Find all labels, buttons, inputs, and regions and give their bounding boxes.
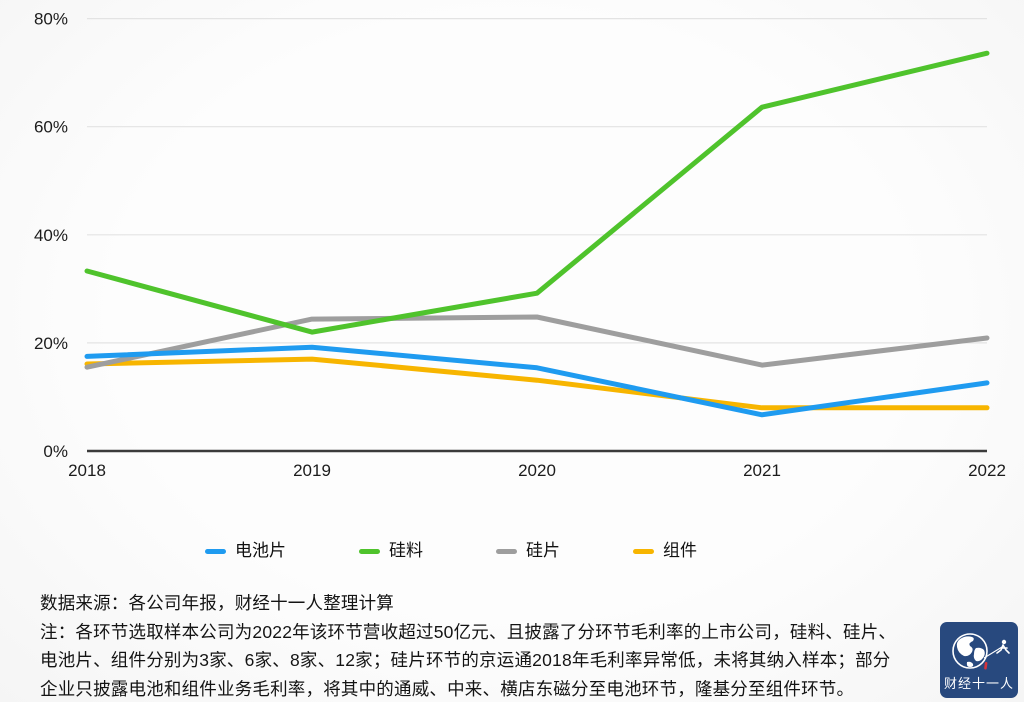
legend-label: 硅片 [526, 542, 560, 561]
legend-swatch-green [359, 549, 380, 554]
y-tick-label: 40% [34, 226, 68, 245]
legend-label: 电池片 [235, 542, 286, 561]
x-tick-label: 2021 [743, 461, 781, 480]
caijing-eleven-logo: 财经十一人 [940, 622, 1018, 698]
x-tick-label: 2022 [968, 461, 1006, 480]
series-line-silicon-material [87, 53, 987, 332]
legend-swatch-yellow [633, 549, 654, 554]
note-line-3: 企业只披露电池和组件业务毛利率，将其中的通威、中来、横店东磁分至电池环节，隆基分… [40, 675, 930, 703]
legend-item-silicon-material: 硅料 [359, 542, 423, 561]
y-tick-label: 80% [34, 10, 68, 29]
y-tick-label: 60% [34, 118, 68, 137]
note-line-1: 注：各环节选取样本公司为2022年该环节营收超过50亿元、且披露了分环节毛利率的… [40, 618, 930, 647]
note-line-2: 电池片、组件分别为3家、6家、8家、12家；硅片环节的京运通2018年毛利率异常… [40, 646, 930, 675]
x-tick-label: 2018 [68, 461, 106, 480]
legend-swatch-blue [205, 549, 226, 554]
footer-notes: 数据来源：各公司年报，财经十一人整理计算 注：各环节选取样本公司为2022年该环… [40, 589, 930, 703]
logo-wordmark: 财经十一人 [944, 676, 1014, 691]
logo-graphic: 财经十一人 [940, 622, 1018, 698]
y-tick-label: 0% [43, 442, 68, 461]
legend-item-silicon-wafer: 硅片 [496, 542, 560, 561]
chart-legend: 电池片 硅料 硅片 组件 [205, 542, 697, 561]
x-tick-label: 2020 [518, 461, 556, 480]
legend-item-battery-cell: 电池片 [205, 542, 286, 561]
legend-item-module: 组件 [633, 542, 697, 561]
data-source-line: 数据来源：各公司年报，财经十一人整理计算 [40, 589, 930, 618]
legend-label: 硅料 [389, 542, 423, 561]
legend-label: 组件 [663, 542, 697, 561]
x-tick-label: 2019 [293, 461, 331, 480]
line-chart: 0% 20% 40% 60% 80% 2018 2019 2020 2021 2022 [0, 0, 1024, 520]
legend-swatch-gray [496, 549, 517, 554]
y-tick-label: 20% [34, 334, 68, 353]
